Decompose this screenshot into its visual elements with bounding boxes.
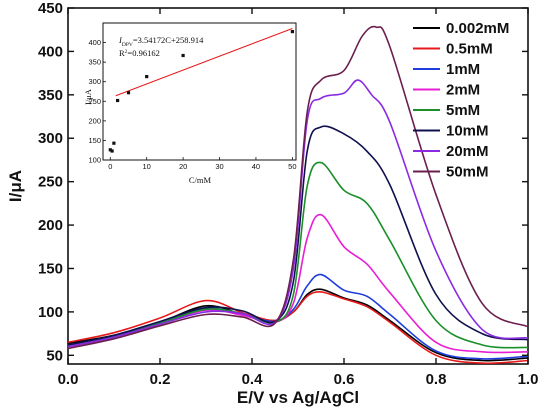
x-tick-label: 1.0 xyxy=(518,371,539,388)
inset-y-tick-label: 300 xyxy=(88,77,101,86)
legend-label: 10mM xyxy=(446,123,489,140)
inset-x-axis-label: C/mM xyxy=(189,175,212,185)
y-tick-label: 250 xyxy=(38,174,63,191)
inset-frame xyxy=(102,22,297,161)
inset-marks xyxy=(108,27,294,153)
y-tick-label: 400 xyxy=(38,43,63,60)
series-layer xyxy=(67,25,529,365)
inset-x-tick-label: 0 xyxy=(108,162,112,171)
legend-label: 1mM xyxy=(446,61,480,78)
inset-x-tick-label: 40 xyxy=(252,162,260,171)
plot-frame xyxy=(67,7,529,365)
inset-data-point xyxy=(181,53,185,58)
y-tick-label: 350 xyxy=(38,87,63,104)
inset-data-point xyxy=(108,148,112,152)
inset-equation: IDPV=3.54172C+258.914 xyxy=(118,35,204,48)
x-tick-label: 0.0 xyxy=(58,371,79,388)
main-ticks: 0.0 0.2 0.4 0.6 0.8 1.05010015020025030035040… xyxy=(38,0,538,388)
y-tick-label: 450 xyxy=(38,0,63,17)
inset-y-tick-label: 250 xyxy=(88,97,101,106)
inset-chart: 0 10 20 30 40 50 100 150 200 250 300 350 400 IDPV=3.… xyxy=(83,22,297,185)
inset-ticks: 0 10 20 30 40 50 100 150 200 250 300 350 400 xyxy=(88,38,296,171)
inset-y-tick-label: 100 xyxy=(88,156,101,165)
inset-data-point xyxy=(112,141,116,145)
inset-data-point xyxy=(116,98,120,103)
legend-label: 0.5mM xyxy=(446,41,493,58)
x-tick-label: 0.2 xyxy=(150,371,171,388)
inset-y-tick-label: 150 xyxy=(88,136,101,145)
y-tick-label: 100 xyxy=(38,304,63,321)
inset-data-point xyxy=(290,30,294,34)
legend-label: 20mM xyxy=(446,143,489,160)
inset-data-point xyxy=(126,91,131,95)
inset-x-tick-label: 50 xyxy=(288,162,296,171)
legend-label: 50mM xyxy=(446,164,489,181)
inset-y-tick-label: 200 xyxy=(88,116,101,125)
inset-data-point xyxy=(110,149,114,153)
inset-x-tick-label: 30 xyxy=(215,162,223,171)
x-tick-label: 0.8 xyxy=(426,371,447,388)
x-tick-label: 0.6 xyxy=(334,371,355,388)
series-line-0.5mM xyxy=(67,291,529,365)
legend: 0.002mM 0.5mM 1mM 2mM 5mM 10mM 20mM 50mM xyxy=(413,20,509,181)
legend-label: 2mM xyxy=(446,82,480,99)
series-line-20mM xyxy=(67,79,529,348)
inset-y-tick-label: 400 xyxy=(88,38,101,47)
legend-label: 0.002mM xyxy=(446,20,509,37)
inset-r-squared: R2=0.96162 xyxy=(119,48,160,58)
inset-x-tick-label: 10 xyxy=(143,162,151,171)
inset-data-point xyxy=(145,75,149,79)
inset-y-axis-label: I/μA xyxy=(83,88,93,105)
series-line-50mM xyxy=(67,25,529,350)
x-axis-label: E/V vs Ag/AgCl xyxy=(237,388,359,407)
inset-y-tick-label: 350 xyxy=(88,58,101,67)
legend-label: 5mM xyxy=(446,102,480,119)
y-tick-label: 200 xyxy=(38,217,63,234)
inset-x-tick-label: 20 xyxy=(179,162,187,171)
inset-fit-line xyxy=(115,27,293,97)
y-tick-label: 50 xyxy=(46,347,63,364)
x-tick-label: 0.4 xyxy=(242,371,264,388)
y-tick-label: 300 xyxy=(38,130,63,147)
y-tick-label: 150 xyxy=(38,260,63,277)
series-line-10mM xyxy=(67,125,529,346)
y-axis-label: I/μA xyxy=(6,170,25,202)
series-line-5mM xyxy=(67,161,529,349)
